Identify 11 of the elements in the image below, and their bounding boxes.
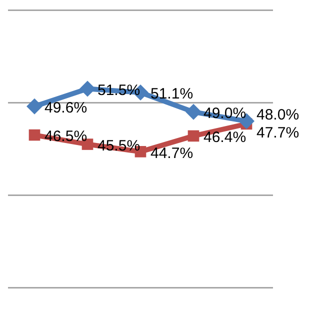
data-label: 48.0% (256, 106, 300, 124)
data-label: 46.4% (204, 129, 246, 146)
point (186, 104, 202, 120)
point (28, 129, 40, 141)
data-label: 47.7% (256, 124, 300, 142)
data-label: 49.6% (44, 100, 88, 117)
point (26, 98, 42, 114)
point (80, 80, 96, 97)
data-label: 51.1% (150, 86, 194, 103)
data-label: 44.7% (150, 144, 194, 162)
point (188, 130, 200, 142)
